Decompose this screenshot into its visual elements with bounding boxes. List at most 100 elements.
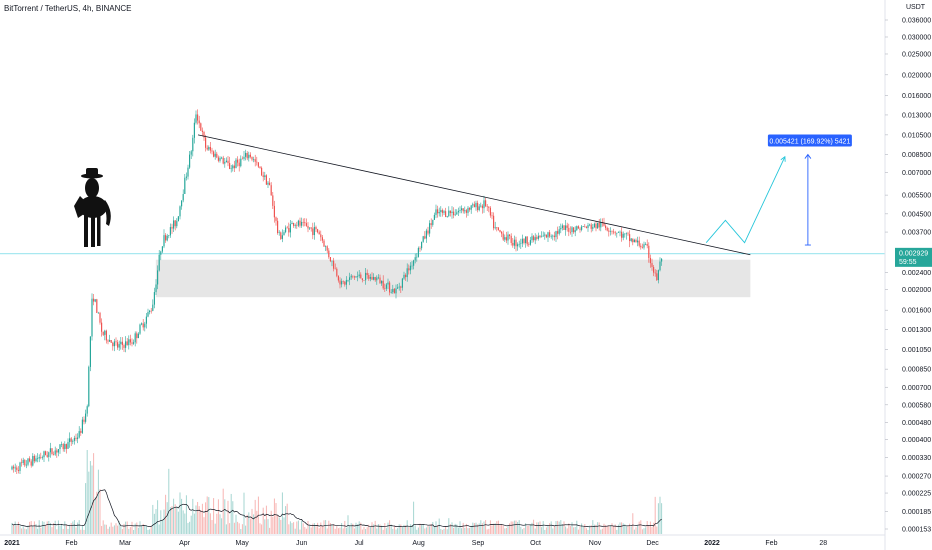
volume-bar: [518, 520, 520, 534]
volume-bar: [541, 527, 543, 534]
volume-bar: [365, 529, 367, 534]
volume-bar: [558, 521, 560, 534]
candle: [555, 230, 557, 243]
candle: [129, 334, 131, 346]
y-tick-label: 0.025000: [902, 51, 931, 58]
candle: [280, 231, 282, 240]
volume-bar: [296, 521, 298, 534]
volume-bar: [278, 517, 280, 534]
candle: [217, 155, 219, 163]
candle: [296, 221, 298, 229]
candle: [169, 223, 171, 238]
volume-bar: [11, 522, 13, 534]
volume-bar: [121, 529, 123, 534]
volume-bar: [475, 522, 477, 534]
volume-bar: [405, 525, 407, 534]
candle: [70, 436, 72, 446]
candle: [206, 145, 208, 151]
volume-bar: [366, 527, 368, 534]
candle: [360, 272, 362, 279]
volume-bar: [659, 496, 661, 534]
volume-bar: [509, 523, 511, 534]
x-tick-label: 2021: [4, 540, 20, 547]
candle: [302, 218, 304, 227]
volume-bar: [205, 502, 207, 534]
candle: [453, 207, 455, 219]
volume-bar: [14, 521, 16, 534]
candle: [536, 234, 538, 241]
candle: [384, 283, 386, 292]
candle: [534, 233, 536, 245]
volume-bar: [632, 513, 634, 534]
volume-bar: [192, 498, 194, 534]
candle: [281, 229, 283, 243]
x-tick-label: Aug: [412, 540, 425, 547]
candle: [38, 454, 40, 463]
candle: [352, 275, 354, 279]
candle: [598, 218, 600, 231]
candle: [459, 206, 461, 214]
volume-bar: [59, 525, 61, 534]
volume-bar: [569, 526, 571, 534]
volume-bar: [443, 528, 445, 534]
candle: [193, 118, 195, 144]
candle: [520, 238, 522, 249]
candle: [291, 220, 293, 225]
x-tick-label: Mar: [119, 540, 132, 547]
candle: [529, 236, 531, 246]
candle: [557, 226, 559, 240]
candle: [350, 273, 352, 280]
candle: [467, 205, 469, 216]
volume-bar: [13, 525, 15, 534]
volume-bar: [641, 529, 643, 534]
volume-bar: [494, 523, 496, 534]
candle: [213, 150, 215, 158]
volume-bar: [328, 520, 330, 534]
candle: [25, 460, 27, 469]
candle: [273, 200, 275, 223]
volume-bar: [237, 521, 239, 534]
candle: [584, 224, 586, 228]
candle: [661, 258, 663, 266]
candle: [505, 231, 507, 244]
volume-bar: [224, 499, 226, 534]
candle: [13, 464, 15, 473]
volume-bar: [32, 526, 34, 534]
volume-bar: [416, 529, 418, 534]
candle: [653, 264, 655, 277]
candle: [233, 160, 235, 173]
volume-bar: [485, 520, 487, 534]
candle: [153, 287, 155, 309]
candle: [401, 277, 403, 291]
candle: [622, 231, 624, 241]
volume-bar: [48, 520, 50, 534]
candle: [80, 428, 82, 436]
volume-bar: [643, 528, 645, 534]
candle: [315, 225, 317, 232]
candle: [510, 233, 512, 246]
volume-bar: [549, 523, 551, 534]
volume-bar: [253, 514, 255, 534]
volume-bar: [481, 523, 483, 534]
candle: [411, 261, 413, 270]
volume-bar: [54, 520, 56, 534]
volume-bar: [96, 491, 98, 534]
volume-bar: [502, 525, 504, 534]
candle: [253, 156, 255, 163]
candle: [123, 343, 125, 352]
candle: [509, 234, 511, 240]
current-price-tag-bg: [895, 247, 932, 267]
volume-bar: [40, 527, 42, 534]
volume-bar: [542, 521, 544, 534]
volume-bar: [635, 527, 637, 534]
cowboy-on-horse-icon: [74, 168, 111, 247]
candle: [27, 458, 29, 467]
candle: [577, 225, 579, 229]
volume-bar: [584, 524, 586, 534]
candle: [493, 212, 495, 231]
volume-bar: [69, 524, 71, 534]
candle: [605, 224, 607, 231]
volume-bar: [152, 504, 154, 534]
y-tick-label: 0.000850: [902, 367, 931, 374]
